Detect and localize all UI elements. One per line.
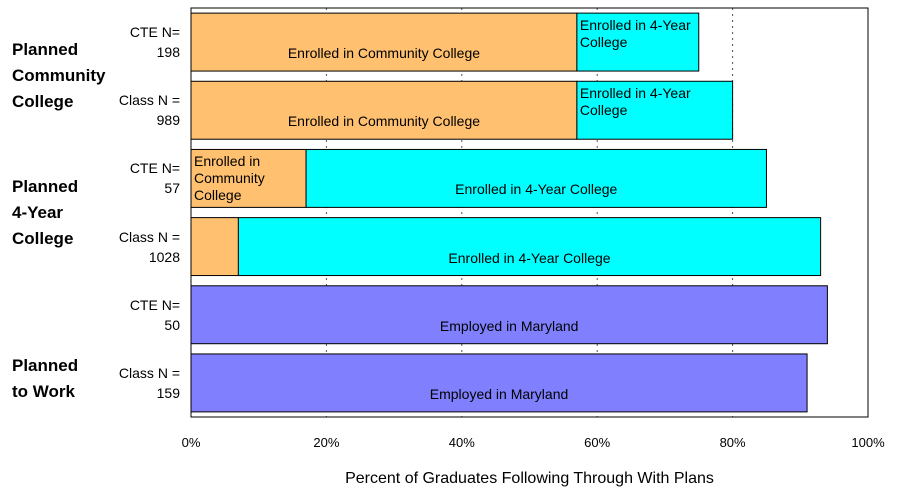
bar-segment <box>190 285 828 345</box>
segment-label: Enrolled in 4-Year College <box>579 17 691 51</box>
segment-label: Employed in Maryland <box>439 317 579 334</box>
x-tick-label: 0% <box>181 435 201 450</box>
bar-segment <box>190 12 578 72</box>
x-tick-label: 80% <box>719 435 746 450</box>
x-tick-label: 40% <box>448 435 475 450</box>
bar-segment <box>237 217 822 277</box>
row-label: CTE N= 198 <box>129 24 180 61</box>
segment-label: Enrolled in Community College <box>287 113 481 130</box>
row-label: Class N = 1028 <box>118 228 180 265</box>
x-tick-label: 100% <box>851 435 885 450</box>
group-label: Planned 4-Year College <box>12 176 79 248</box>
row-label: CTE N= 50 <box>129 296 180 333</box>
group-label: Planned to Work <box>12 355 79 401</box>
x-tick-label: 20% <box>313 435 340 450</box>
segment-label: Enrolled in 4-Year College <box>448 249 611 266</box>
row-label: Class N = 989 <box>118 92 180 129</box>
bar-segment <box>305 148 767 208</box>
segment-label: Enrolled in 4-Year College <box>455 181 618 198</box>
bar-segment <box>190 80 578 140</box>
group-label: Planned Community College <box>12 40 106 112</box>
bar-segment <box>576 12 700 72</box>
x-axis-title: Percent of Graduates Following Through W… <box>345 470 714 487</box>
row-label: CTE N= 57 <box>129 160 180 197</box>
row-label: Class N = 159 <box>118 364 180 401</box>
segment-label: Enrolled in 4-Year College <box>579 85 691 119</box>
segment-label: Enrolled in Community College <box>194 153 265 204</box>
x-tick-label: 60% <box>584 435 611 450</box>
plot-frame <box>190 7 869 418</box>
segment-label: Employed in Maryland <box>429 385 569 402</box>
bar-segment <box>576 80 734 140</box>
bar-segment <box>190 217 239 277</box>
segment-label: Enrolled in Community College <box>287 45 481 62</box>
bar-segment <box>190 353 808 413</box>
